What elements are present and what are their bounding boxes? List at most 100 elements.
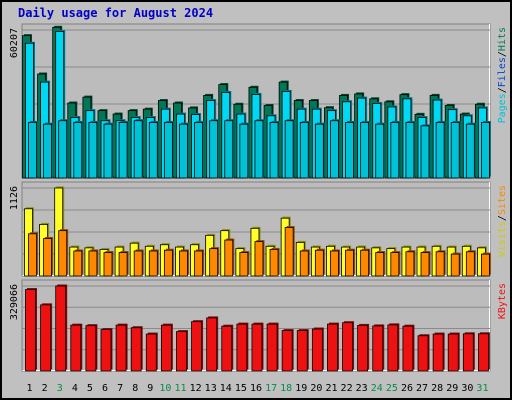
bar-pages-day-25	[390, 122, 400, 179]
bar-pages-day-9	[148, 122, 158, 179]
day-label-25: 25	[386, 383, 398, 394]
bar-sites-day-22	[345, 249, 354, 277]
bar-kbytes-day-12	[191, 321, 202, 372]
bar-sites-day-31	[481, 253, 490, 277]
bar-sites-day-14	[224, 239, 234, 277]
bar-kbytes-day-5	[85, 325, 97, 372]
chart-title: Daily usage for August 2024	[18, 6, 213, 20]
legend-entry: Files	[497, 57, 508, 87]
bar-kbytes-day-1	[25, 289, 36, 372]
day-label-26: 26	[401, 383, 413, 394]
day-label-7: 7	[117, 383, 123, 394]
bar-kbytes-day-28	[432, 333, 444, 372]
bar-kbytes-day-4	[70, 324, 82, 372]
bar-sites-day-15	[239, 252, 249, 277]
bar-kbytes-day-17	[266, 323, 278, 372]
bar-pages-day-5	[88, 122, 98, 179]
day-label-17: 17	[265, 383, 277, 394]
bar-pages-day-29	[450, 122, 460, 179]
bar-pages-day-14	[224, 120, 234, 179]
bar-pages-day-21	[330, 120, 339, 179]
bar-pages-day-12	[194, 122, 203, 179]
bar-kbytes-day-19	[296, 330, 308, 372]
bar-sites-day-5	[88, 250, 98, 277]
bar-sites-day-12	[194, 250, 203, 277]
bar-kbytes-day-22	[342, 322, 353, 372]
bar-pages-day-24	[375, 123, 385, 179]
bar-pages-day-20	[314, 123, 324, 179]
bar-sites-day-21	[330, 250, 339, 277]
bar-sites-day-28	[435, 251, 445, 277]
bar-pages-day-11	[179, 123, 188, 179]
day-label-18: 18	[280, 383, 292, 394]
bar-kbytes-day-25	[387, 324, 399, 372]
day-label-21: 21	[325, 383, 337, 394]
day-label-2: 2	[42, 383, 48, 394]
bar-sites-day-23	[360, 249, 370, 277]
day-label-14: 14	[220, 383, 232, 394]
day-label-13: 13	[205, 383, 217, 394]
bar-sites-day-27	[420, 252, 430, 277]
bar-pages-day-18	[284, 120, 294, 179]
day-label-10: 10	[159, 383, 171, 394]
bar-kbytes-day-26	[402, 325, 414, 372]
bar-pages-day-17	[269, 122, 279, 179]
bar-pages-day-8	[133, 120, 143, 179]
bar-sites-day-13	[209, 248, 219, 277]
day-label-4: 4	[72, 383, 78, 394]
bar-pages-day-28	[435, 122, 445, 179]
panel-visits-sites: 1126 Visits/Sites	[9, 181, 508, 277]
day-axis-labels: 1 2 3 4 5 6 7 8 9 10 11 12 13 14 15 16 17 18 19 20 21 22 23 24 2…	[27, 383, 489, 394]
bar-pages-day-15	[239, 123, 249, 179]
day-label-9: 9	[147, 383, 153, 394]
bar-pages-day-27	[420, 125, 430, 179]
legend-entry: /	[497, 87, 508, 93]
bar-kbytes-day-29	[447, 333, 459, 372]
legend-entry: Sites	[497, 185, 508, 215]
bar-sites-day-24	[375, 252, 385, 277]
day-label-28: 28	[431, 383, 443, 394]
day-label-8: 8	[132, 383, 138, 394]
bar-pages-day-31	[481, 122, 490, 179]
bar-pages-day-26	[405, 122, 415, 179]
day-label-27: 27	[416, 383, 428, 394]
bar-sites-day-26	[405, 251, 415, 277]
bar-sites-day-17	[269, 249, 279, 277]
bar-pages-day-7	[118, 122, 128, 179]
day-label-23: 23	[356, 383, 368, 394]
legend: KBytes	[497, 283, 508, 319]
bar-sites-day-1	[28, 233, 37, 277]
bar-kbytes-day-6	[100, 329, 112, 372]
bar-sites-day-4	[73, 250, 83, 277]
day-label-30: 30	[461, 383, 473, 394]
bar-kbytes-day-30	[462, 333, 474, 372]
bar-kbytes-day-8	[130, 327, 142, 372]
bar-pages-day-23	[360, 122, 370, 179]
day-label-6: 6	[102, 383, 108, 394]
day-label-5: 5	[87, 383, 93, 394]
bar-kbytes-day-23	[357, 325, 369, 372]
bar-sites-day-19	[299, 250, 309, 277]
day-label-29: 29	[446, 383, 458, 394]
bar-sites-day-11	[179, 250, 188, 277]
bar-sites-day-7	[118, 252, 128, 277]
bar-kbytes-day-24	[372, 325, 384, 372]
day-label-19: 19	[295, 383, 307, 394]
bar-kbytes-day-10	[160, 324, 172, 372]
bar-kbytes-day-16	[251, 323, 263, 372]
day-label-16: 16	[250, 383, 262, 394]
bar-pages-day-13	[209, 120, 219, 179]
bar-pages-day-16	[254, 120, 264, 179]
day-label-12: 12	[190, 383, 202, 394]
bar-kbytes-day-7	[115, 324, 127, 372]
day-label-15: 15	[235, 383, 247, 394]
legend: Pages/Files/Hits	[497, 27, 508, 123]
bar-sites-day-29	[450, 253, 460, 277]
bar-pages-day-30	[465, 123, 475, 179]
legend-entry: Visits	[497, 221, 508, 257]
bar-kbytes-day-31	[478, 333, 489, 372]
bar-kbytes-day-18	[281, 330, 293, 372]
